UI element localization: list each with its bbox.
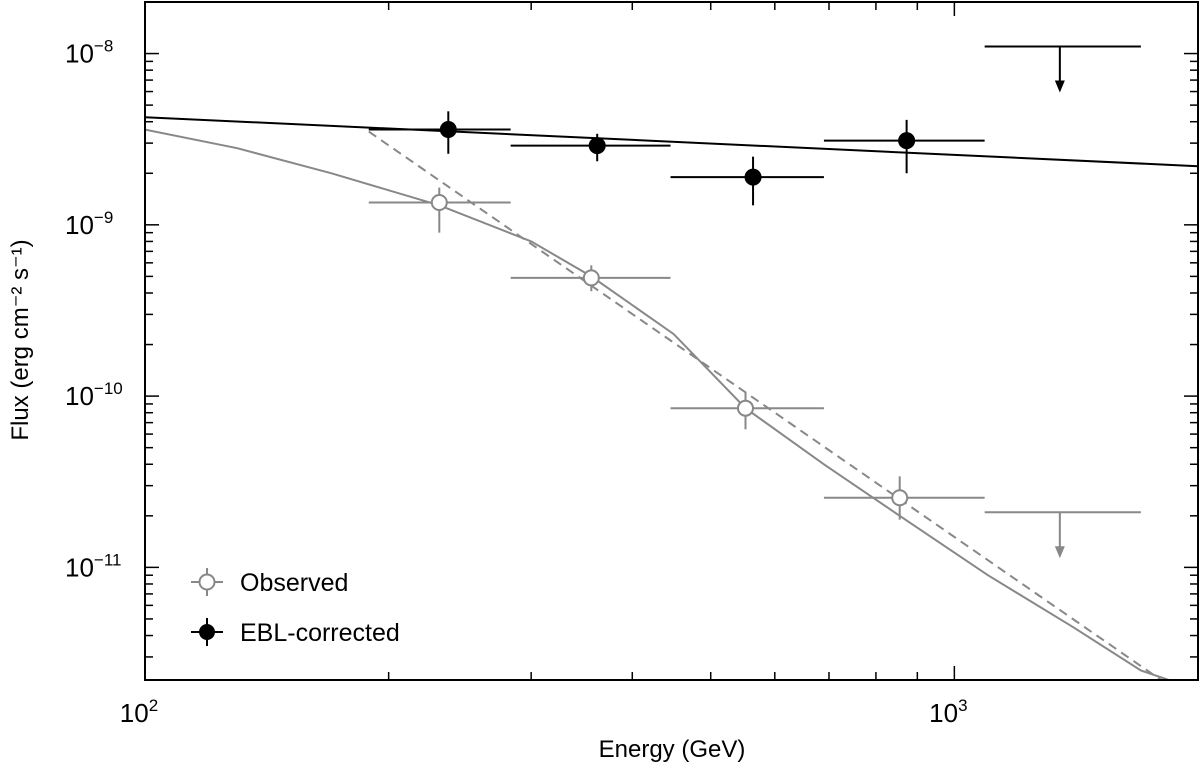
model-curve-3 (368, 130, 1162, 680)
observed-point-2 (582, 269, 600, 287)
ebl-corrected-point-3 (744, 168, 762, 186)
ebl-corrected-point-2 (588, 137, 606, 155)
observed-point-4 (891, 489, 909, 507)
legend-observed-marker (198, 573, 216, 591)
legend-ebl-corrected-marker (199, 624, 215, 640)
plot-frame (144, 1, 1199, 681)
observed-point-1 (430, 194, 448, 212)
model-curve-2 (145, 128, 1170, 680)
legend-observed-label: Observed (240, 569, 348, 597)
x-tick-label: 103 (929, 696, 967, 728)
y-axis-label: Flux (erg cm⁻² s⁻¹) (7, 239, 34, 440)
y-tick-label: 10−9 (65, 208, 113, 240)
observed-point-3 (736, 399, 754, 417)
model-curve-1 (145, 116, 1198, 168)
ebl-corrected-upper-limit-arrow-1 (1054, 80, 1065, 93)
legend-ebl-corrected-label: EBL-corrected (240, 619, 400, 647)
ebl-corrected-point-1 (439, 121, 457, 139)
y-tick-label: 10−8 (65, 37, 113, 69)
legend: Observed EBL-corrected (191, 568, 400, 647)
y-tick-label: 10−11 (65, 550, 122, 582)
x-axis-label: Energy (GeV) (599, 736, 746, 763)
ebl-corrected-point-4 (898, 132, 916, 150)
plot-area (145, 45, 1198, 680)
x-tick-label: 102 (120, 696, 158, 728)
y-tick-label: 10−10 (65, 379, 123, 411)
axes: 102 103 10−8 10−9 10−10 10−11 (65, 1, 1199, 728)
observed-upper-limit-arrow-1 (1054, 546, 1065, 559)
